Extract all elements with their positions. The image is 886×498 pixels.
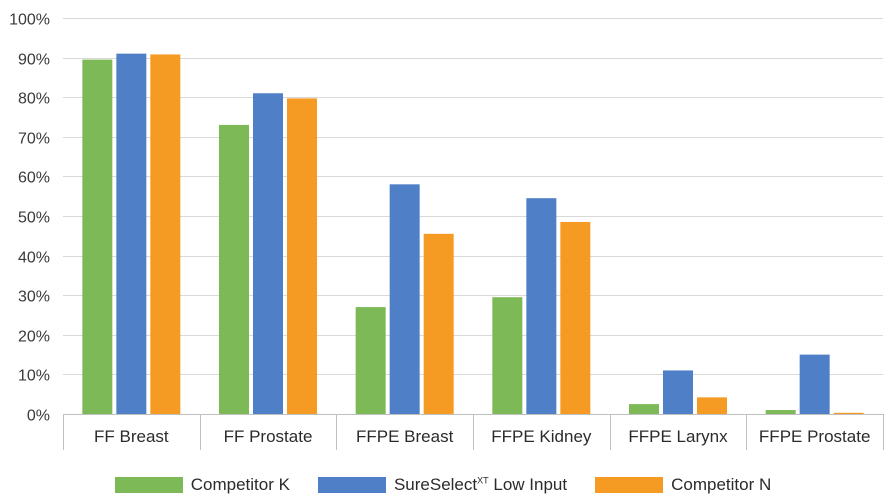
y-tick-label: 90% [18, 52, 50, 69]
bar [355, 307, 386, 414]
y-tick-label: 60% [18, 170, 50, 187]
bar [697, 397, 727, 414]
legend-label-competitor-n: Competitor N [671, 475, 772, 494]
bar [526, 198, 557, 414]
x-tick-label: FFPE Kidney [491, 427, 592, 446]
legend-label-sureselect: SureSelectXT Low Input [393, 475, 568, 494]
x-tick-label: FFPE Prostate [759, 427, 870, 446]
x-tick-label: FF Breast [94, 427, 169, 446]
y-tick-label: 100% [9, 12, 50, 29]
chart-legend: Competitor K SureSelectXT Low Input Comp… [0, 472, 886, 498]
y-tick-label: 40% [18, 250, 50, 267]
bar [116, 53, 147, 414]
y-tick-label: 70% [18, 131, 50, 148]
bar [629, 404, 659, 414]
legend-swatch-competitor-k [114, 477, 183, 493]
legend-item-competitor-n: Competitor N [595, 475, 771, 495]
y-tick-label: 0% [27, 408, 50, 425]
legend-item-sureselect: SureSelectXT Low Input [317, 475, 568, 495]
bar [287, 98, 317, 414]
legend-swatch-competitor-n [595, 477, 664, 493]
bar [799, 354, 830, 414]
bar [560, 221, 591, 414]
y-tick-label: 10% [18, 368, 50, 385]
bar [389, 184, 420, 414]
bar [833, 412, 864, 414]
bar [150, 54, 181, 414]
bar [253, 93, 283, 415]
bar-chart: 0% 10% 20% 30% 40% 50% 60% 70% 80% 90% 100% FF Brea… [9, 12, 884, 450]
x-tick-label: FF Prostate [224, 427, 313, 446]
bar [82, 59, 113, 415]
x-tick-label: FFPE Larynx [628, 427, 728, 446]
bar [219, 124, 249, 415]
bar [492, 297, 523, 414]
legend-label-competitor-k: Competitor K [190, 475, 290, 494]
legend-item-competitor-k: Competitor K [114, 475, 290, 495]
y-tick-label: 50% [18, 210, 50, 227]
x-tick-label: FFPE Breast [356, 427, 454, 446]
bar [423, 233, 454, 414]
y-tick-label: 30% [18, 289, 50, 306]
bar [663, 370, 693, 414]
bar [765, 410, 796, 414]
y-tick-label: 20% [18, 329, 50, 346]
legend-swatch-sureselect [317, 477, 386, 493]
y-tick-label: 80% [18, 91, 50, 108]
